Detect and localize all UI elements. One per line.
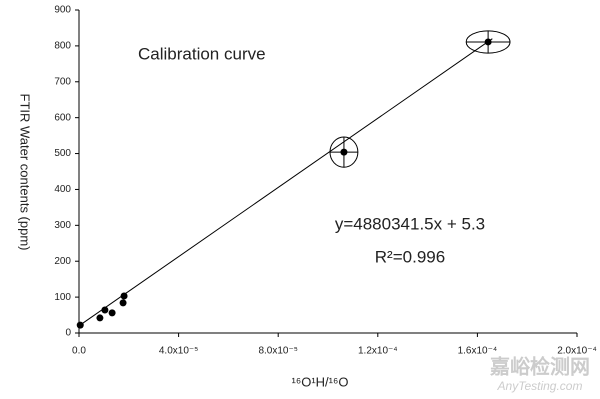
y-tick-label: 600: [54, 112, 71, 123]
y-tick-label: 400: [54, 184, 71, 195]
y-axis-label: FTIR Water contents (ppm): [18, 94, 33, 251]
point: [120, 292, 128, 300]
y-tick-label: 300: [54, 220, 71, 231]
x-tick-label: 0.0: [72, 346, 86, 357]
y-tick-label: 500: [54, 148, 71, 159]
watermark: 嘉峪检测网: [489, 354, 590, 378]
y-tick-label: 0: [65, 328, 71, 339]
watermark: AnyTesting.com: [497, 379, 583, 393]
r-squared: R²=0.996: [375, 247, 445, 266]
x-tick-label: 8.0x10⁻⁵: [258, 346, 297, 357]
equation: y=4880341.5x + 5.3: [335, 214, 485, 233]
point: [101, 306, 109, 314]
y-tick-label: 800: [54, 41, 71, 52]
point: [108, 309, 116, 317]
x-tick-label: 1.6x10⁻⁴: [458, 346, 498, 357]
x-tick-label: 4.0x10⁻⁵: [159, 346, 198, 357]
x-tick-label: 2.0x10⁻⁴: [557, 346, 597, 357]
fit-line: [78, 38, 493, 327]
y-tick-label: 900: [54, 5, 71, 16]
y-tick-label: 100: [54, 292, 71, 303]
point: [119, 299, 127, 307]
point: [484, 38, 492, 46]
point: [340, 148, 348, 156]
x-axis-label: ¹⁶O¹H/¹⁶O: [292, 374, 349, 389]
y-tick-label: 700: [54, 76, 71, 87]
x-tick-label: 1.2x10⁻⁴: [358, 346, 398, 357]
point: [76, 321, 84, 329]
point: [96, 314, 104, 322]
chart-title: Calibration curve: [138, 44, 266, 63]
y-tick-label: 200: [54, 256, 71, 267]
